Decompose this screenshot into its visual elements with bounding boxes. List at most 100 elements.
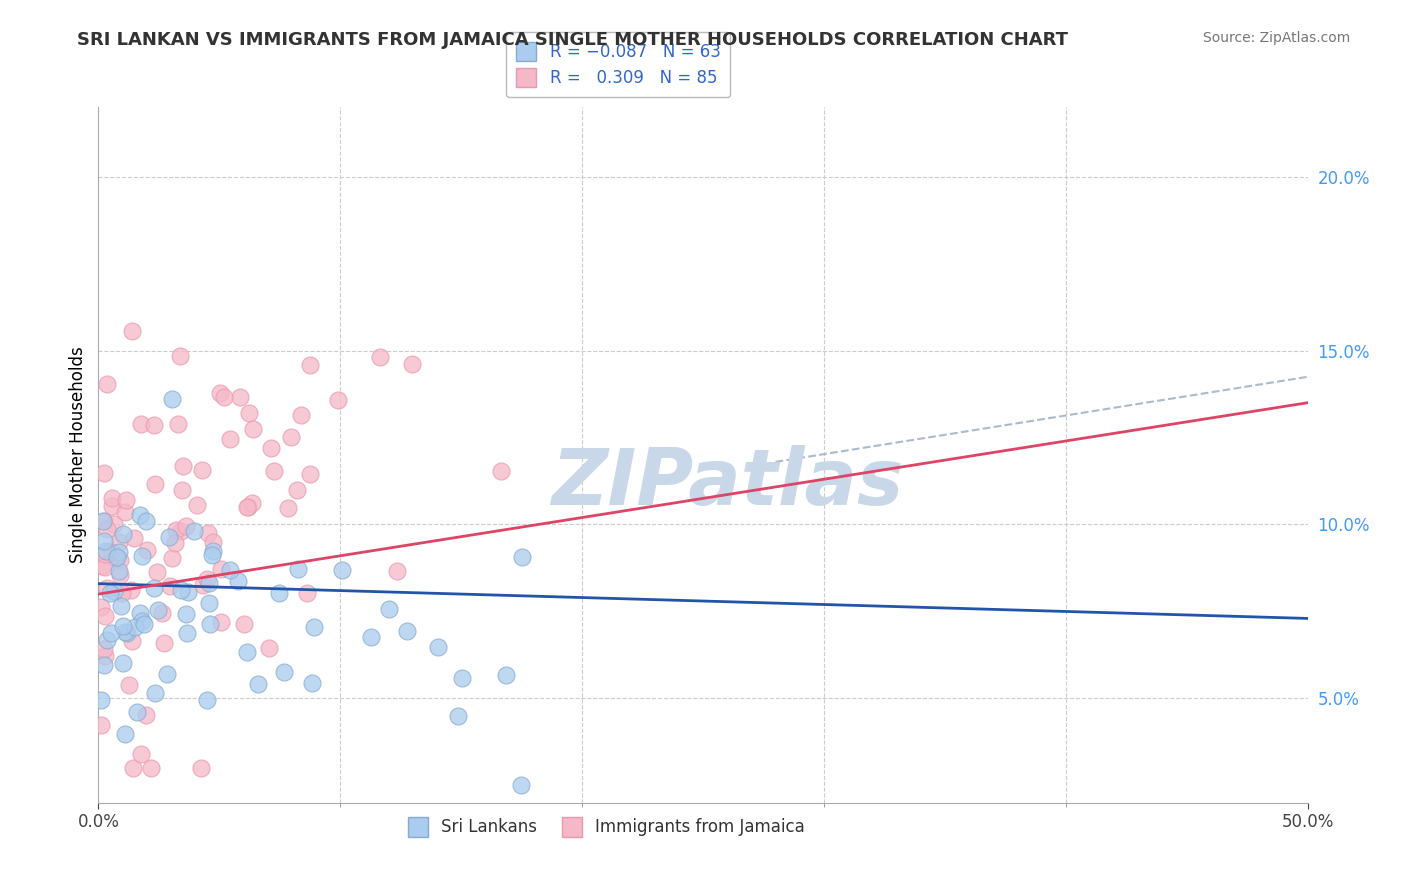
Point [143,418,166,433]
Point [131,549,153,563]
Point [240,496,263,510]
Point [510,550,533,565]
Point [197,576,219,591]
Point [246,677,269,691]
Point [150,607,173,621]
Point [195,692,218,706]
Point [236,645,259,659]
Point [426,640,449,654]
Point [259,640,281,655]
Point [90,693,112,707]
Point [301,676,323,690]
Point [218,563,240,577]
Y-axis label: Single Mother Households: Single Mother Households [69,347,87,563]
Point [93,514,115,528]
Point [190,761,212,775]
Point [177,585,200,599]
Point [91,559,114,574]
Point [131,615,153,629]
Point [385,564,408,578]
Point [100,544,122,558]
Point [299,358,322,372]
Point [96,581,118,595]
Point [98,586,121,600]
Point [114,493,136,508]
Point [103,547,125,561]
Point [287,562,309,576]
Point [298,467,321,481]
Point [108,534,131,549]
Point [170,524,193,538]
Text: SRI LANKAN VS IMMIGRANTS FROM JAMAICA SINGLE MOTHER HOUSEHOLDS CORRELATION CHART: SRI LANKAN VS IMMIGRANTS FROM JAMAICA SI… [77,31,1069,49]
Point [169,349,191,363]
Point [277,500,299,515]
Point [132,617,155,632]
Point [209,562,232,576]
Point [451,671,474,685]
Point [236,500,259,514]
Point [209,615,232,630]
Point [273,665,295,680]
Point [143,686,166,700]
Point [280,430,302,444]
Point [129,417,152,431]
Point [100,626,122,640]
Point [226,574,249,589]
Point [114,625,136,640]
Point [121,761,143,775]
Text: ZIPatlas: ZIPatlas [551,445,903,521]
Point [91,514,114,528]
Point [200,548,222,562]
Point [159,579,181,593]
Point [201,535,224,549]
Point [124,620,146,634]
Point [124,532,146,546]
Point [108,564,131,578]
Point [167,417,190,431]
Point [114,726,136,740]
Point [165,523,187,537]
Point [93,467,115,481]
Point [135,707,157,722]
Point [160,550,183,565]
Point [101,499,124,513]
Point [94,608,117,623]
Legend: Sri Lankans, Immigrants from Jamaica: Sri Lankans, Immigrants from Jamaica [401,811,811,843]
Point [191,578,214,592]
Point [172,459,194,474]
Point [93,534,115,549]
Point [209,386,232,401]
Point [94,543,117,558]
Point [198,617,221,632]
Point [136,542,159,557]
Point [96,632,118,647]
Point [285,483,308,498]
Point [401,358,423,372]
Point [236,500,259,514]
Point [328,392,350,407]
Point [121,634,143,648]
Point [212,391,235,405]
Point [146,565,169,579]
Point [198,596,221,610]
Point [103,516,125,531]
Point [304,620,326,634]
Point [263,463,285,477]
Point [125,706,148,720]
Text: Source: ZipAtlas.com: Source: ZipAtlas.com [1202,31,1350,45]
Point [117,626,139,640]
Point [219,432,242,446]
Point [186,498,208,512]
Point [170,583,193,598]
Point [93,642,115,657]
Point [145,476,167,491]
Point [108,545,131,559]
Point [103,583,125,598]
Point [153,635,176,649]
Point [183,524,205,538]
Point [174,607,197,621]
Point [509,778,531,793]
Point [377,602,399,616]
Point [163,536,186,550]
Point [146,603,169,617]
